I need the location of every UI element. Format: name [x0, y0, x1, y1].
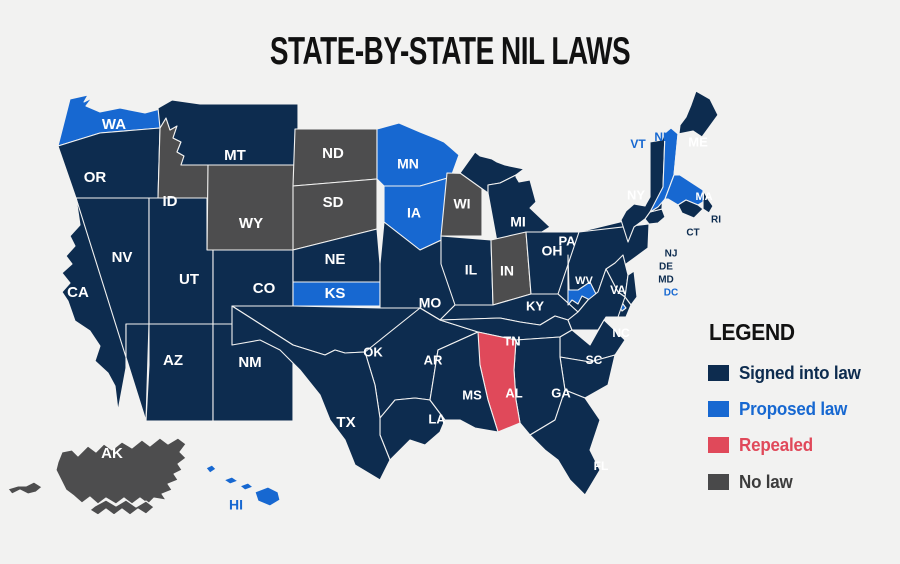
svg-text:NC: NC	[612, 326, 630, 340]
svg-text:CO: CO	[253, 280, 276, 297]
svg-text:MN: MN	[397, 156, 419, 172]
svg-text:MO: MO	[419, 295, 442, 311]
svg-text:IA: IA	[407, 205, 421, 221]
svg-text:NH: NH	[654, 130, 671, 144]
svg-text:AL: AL	[505, 385, 522, 400]
svg-text:ME: ME	[688, 134, 708, 149]
svg-text:IN: IN	[500, 263, 514, 279]
svg-text:ID: ID	[163, 193, 178, 210]
svg-text:AR: AR	[424, 352, 443, 367]
svg-text:UT: UT	[179, 271, 199, 288]
svg-text:DE: DE	[659, 262, 673, 273]
svg-text:TN: TN	[503, 333, 520, 348]
svg-text:VA: VA	[610, 283, 626, 297]
svg-text:WA: WA	[102, 116, 126, 133]
svg-text:NJ: NJ	[665, 249, 678, 260]
svg-text:HI: HI	[229, 497, 243, 513]
svg-text:FL: FL	[594, 459, 609, 473]
svg-text:AK: AK	[101, 445, 123, 462]
svg-text:KS: KS	[325, 285, 346, 302]
svg-text:NE: NE	[325, 251, 346, 268]
svg-text:SC: SC	[586, 353, 603, 367]
svg-text:IL: IL	[465, 262, 478, 278]
svg-text:OK: OK	[363, 344, 383, 359]
svg-text:NY: NY	[627, 187, 645, 202]
svg-text:ND: ND	[322, 145, 344, 162]
svg-text:MD: MD	[658, 275, 674, 286]
svg-text:MT: MT	[224, 147, 246, 164]
svg-text:GA: GA	[551, 385, 571, 400]
svg-text:NM: NM	[238, 354, 261, 371]
svg-text:NV: NV	[112, 249, 133, 266]
svg-text:MA: MA	[695, 191, 712, 203]
svg-text:MI: MI	[510, 214, 526, 230]
svg-text:CT: CT	[686, 228, 699, 239]
svg-text:PA: PA	[558, 233, 576, 248]
svg-text:RI: RI	[711, 215, 721, 226]
svg-text:MS: MS	[462, 387, 482, 402]
svg-text:OR: OR	[84, 169, 107, 186]
svg-text:WI: WI	[453, 196, 470, 212]
svg-text:KY: KY	[526, 298, 544, 313]
svg-text:CA: CA	[67, 284, 89, 301]
svg-text:TX: TX	[336, 414, 355, 431]
svg-text:DC: DC	[664, 288, 678, 299]
svg-text:SD: SD	[323, 194, 344, 211]
svg-text:LA: LA	[428, 411, 446, 426]
svg-text:WY: WY	[239, 215, 263, 232]
svg-text:AZ: AZ	[163, 352, 183, 369]
svg-text:VT: VT	[630, 137, 646, 151]
svg-text:WV: WV	[575, 275, 593, 287]
